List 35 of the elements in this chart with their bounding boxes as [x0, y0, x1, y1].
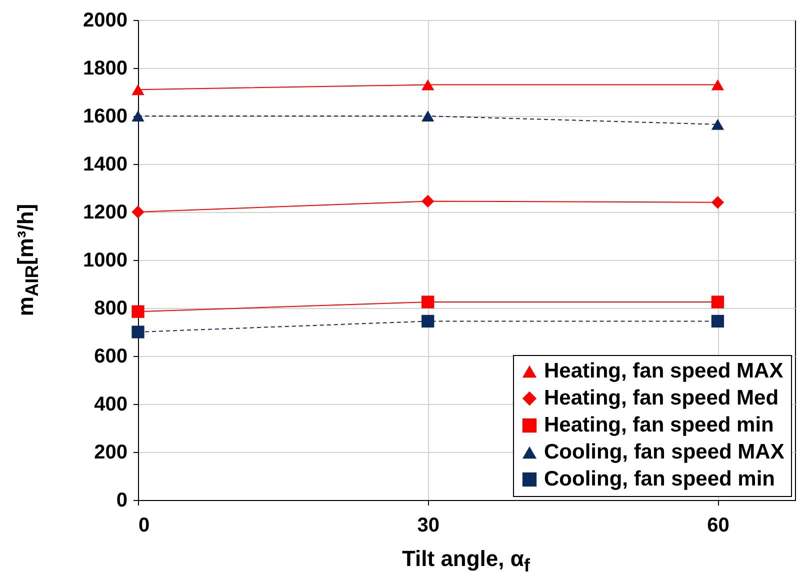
y-tick-label: 1000 — [83, 250, 128, 272]
x-tick-label: 0 — [138, 514, 150, 536]
y-tick-label: 2000 — [83, 10, 128, 32]
y-tick-label: 600 — [94, 346, 128, 368]
y-tick-label: 1200 — [83, 202, 128, 224]
legend-label: Heating, fan speed min — [544, 414, 774, 436]
point — [422, 79, 434, 90]
point — [132, 206, 144, 218]
point — [132, 84, 144, 96]
x-tick-label: 30 — [417, 514, 440, 536]
y-tick-label: 1600 — [83, 106, 128, 128]
point — [422, 110, 434, 122]
y-tick-label: 1800 — [83, 58, 128, 80]
point — [422, 314, 434, 328]
point — [422, 296, 434, 308]
y-tick-label: 1400 — [83, 154, 128, 176]
point — [711, 196, 724, 209]
legend-label: Heating, fan speed Med — [544, 386, 779, 410]
point — [711, 296, 724, 308]
x-tick-label: 60 — [707, 514, 730, 536]
point — [711, 118, 724, 130]
legend-label: Cooling, fan speed min — [544, 468, 776, 490]
point — [711, 314, 724, 328]
y-tick-label: 800 — [94, 298, 128, 320]
legend-label: Cooling, fan speed MAX — [544, 440, 784, 464]
point — [132, 326, 144, 338]
legend-label: Heating, fan speed MAX — [544, 360, 784, 382]
y-tick-label: 400 — [94, 394, 128, 416]
y-tick-label: 0 — [116, 490, 128, 512]
point — [422, 194, 434, 208]
x-axis-title: Tilt angle, α$_{f}$ — [402, 546, 530, 576]
y-tick-label: 200 — [94, 442, 128, 464]
point — [711, 79, 724, 90]
point — [132, 305, 144, 318]
point — [132, 110, 144, 122]
